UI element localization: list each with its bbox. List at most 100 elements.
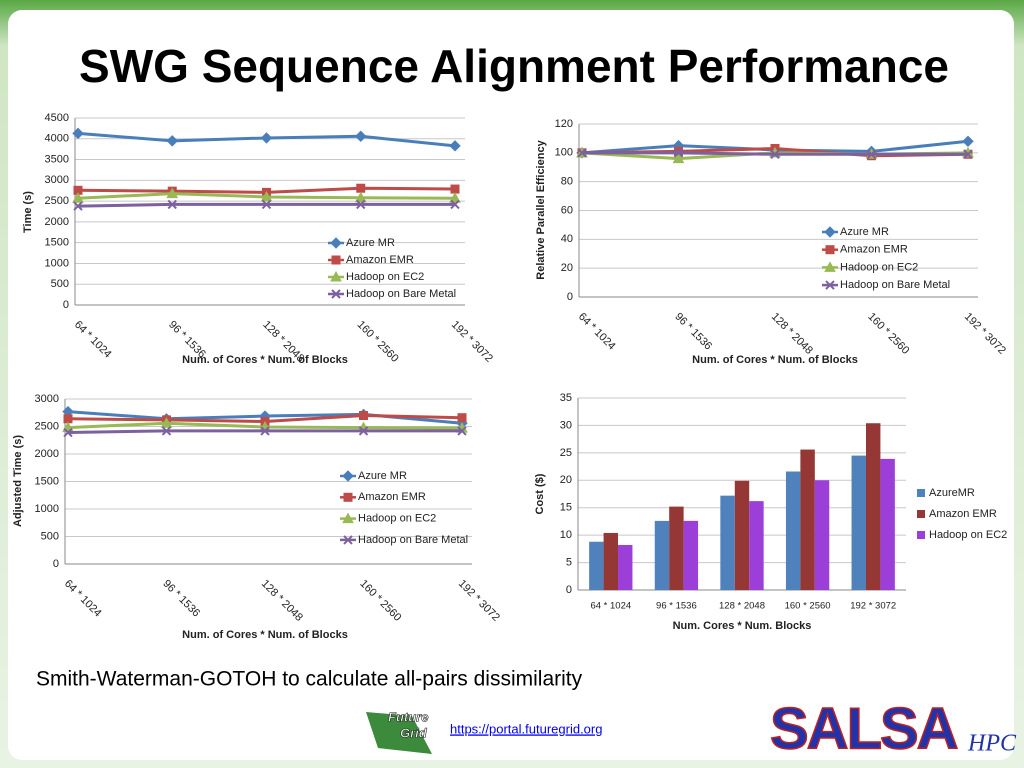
legend-marker xyxy=(330,237,342,249)
y-tick-label: 2000 xyxy=(35,448,59,460)
marker xyxy=(449,192,461,203)
y-tick-label: 0 xyxy=(567,291,573,303)
y-tick-label: 120 xyxy=(555,118,573,130)
logo-grid-shape xyxy=(366,712,432,754)
marker xyxy=(673,148,684,158)
legend-marker xyxy=(330,270,342,282)
legend-marker xyxy=(343,492,353,502)
legend-label: Amazon EMR xyxy=(358,491,426,503)
bar xyxy=(603,532,619,590)
link[interactable]: https://portal.futuregrid.org xyxy=(450,721,602,736)
y-tick-label: 3000 xyxy=(35,393,59,405)
marker xyxy=(672,152,685,164)
bar xyxy=(814,480,830,590)
bar xyxy=(589,541,604,590)
marker xyxy=(450,199,460,210)
legend-label: Azure MR xyxy=(840,226,889,238)
legend-marker xyxy=(343,535,353,545)
y-tick-label: 1500 xyxy=(45,237,69,249)
legend-marker xyxy=(342,470,354,482)
x-axis-title: Num. Cores * Num. Blocks xyxy=(673,620,812,632)
marker xyxy=(577,148,587,158)
bar xyxy=(734,480,750,590)
salsa-logo: SALSA xyxy=(770,696,958,761)
marker xyxy=(161,426,172,436)
bar xyxy=(683,520,699,590)
marker xyxy=(72,127,84,140)
y-tick-label: 3000 xyxy=(45,174,69,186)
bar xyxy=(654,520,670,590)
marker xyxy=(358,426,369,436)
marker xyxy=(354,191,367,203)
marker xyxy=(770,149,780,159)
y-tick-label: 40 xyxy=(561,233,573,245)
marker xyxy=(72,192,84,203)
y-axis-title: Relative Parallel Efficiency xyxy=(535,139,547,279)
y-tick-label: 20 xyxy=(561,262,573,274)
logo-text: Future xyxy=(388,709,428,724)
legend-label: Hadoop on Bare Metal xyxy=(346,288,456,300)
bar xyxy=(880,458,895,590)
y-tick-label: 1500 xyxy=(35,475,59,487)
marker xyxy=(450,184,460,194)
legend-marker xyxy=(825,245,835,255)
y-tick-label: 15 xyxy=(560,502,572,514)
y-tick-label: 5 xyxy=(566,556,572,568)
marker xyxy=(167,199,177,210)
marker xyxy=(160,417,173,428)
legend-marker xyxy=(342,512,354,524)
x-axis-title: Num. of Cores * Num. of Blocks xyxy=(182,629,348,641)
y-tick-label: 35 xyxy=(560,392,572,404)
bar xyxy=(749,501,764,590)
marker xyxy=(73,201,83,211)
y-tick-label: 0 xyxy=(566,584,572,596)
legend-label: Hadoop on EC2 xyxy=(346,271,424,283)
legend-marker xyxy=(824,261,836,272)
bar xyxy=(800,449,815,590)
legend-label: Amazon EMR xyxy=(929,508,997,520)
marker xyxy=(63,427,73,438)
y-tick-label: 500 xyxy=(41,530,59,542)
y-tick-label: 80 xyxy=(561,176,573,188)
bar xyxy=(618,545,633,590)
legend-label: Hadoop on EC2 xyxy=(929,529,1007,541)
legend-swatch xyxy=(917,531,925,539)
chart: 0 5 10 15 20 25 30 35 Num. Cores * Num. Blocks Co… xyxy=(534,392,1007,632)
marker xyxy=(963,149,973,159)
y-tick-label: 4000 xyxy=(45,133,69,145)
y-tick-label: 500 xyxy=(51,278,69,290)
legend-marker xyxy=(824,226,836,238)
y-tick-label: 3500 xyxy=(45,153,69,165)
y-tick-label: 1000 xyxy=(45,257,69,269)
y-tick-label: 0 xyxy=(63,299,69,311)
y-tick-label: 30 xyxy=(560,419,572,431)
legend-label: Azure MR xyxy=(358,470,407,482)
y-tick-label: 2500 xyxy=(45,195,69,207)
marker xyxy=(449,140,461,152)
marker xyxy=(260,190,273,202)
logo-text: Grid xyxy=(400,725,428,740)
y-axis-title: Cost ($) xyxy=(534,473,546,514)
y-axis-title: Adjusted Time (s) xyxy=(12,435,24,527)
bar xyxy=(785,471,801,590)
legend-label: Amazon EMR xyxy=(840,244,908,256)
y-tick-label: 20 xyxy=(560,474,572,486)
marker xyxy=(457,413,467,423)
x-tick-label: 192 * 3072 xyxy=(850,601,896,612)
marker xyxy=(356,183,366,193)
x-axis-title: Num. of Cores * Num. of Blocks xyxy=(692,354,858,366)
legend-label: Azure MR xyxy=(346,237,395,249)
y-tick-label: 100 xyxy=(555,147,573,159)
x-tick-label: 64 * 1024 xyxy=(590,601,631,612)
x-tick-label: 128 * 2048 xyxy=(719,601,765,612)
legend-marker xyxy=(331,289,341,299)
x-tick-label: 96 * 1536 xyxy=(656,601,697,612)
legend-label: Amazon EMR xyxy=(346,254,414,266)
y-tick-label: 2500 xyxy=(35,420,59,432)
marker xyxy=(261,199,272,210)
y-tick-label: 10 xyxy=(560,529,572,541)
caption: Smith-Waterman-GOTOH to calculate all-pa… xyxy=(36,668,583,691)
y-tick-label: 60 xyxy=(561,204,573,216)
